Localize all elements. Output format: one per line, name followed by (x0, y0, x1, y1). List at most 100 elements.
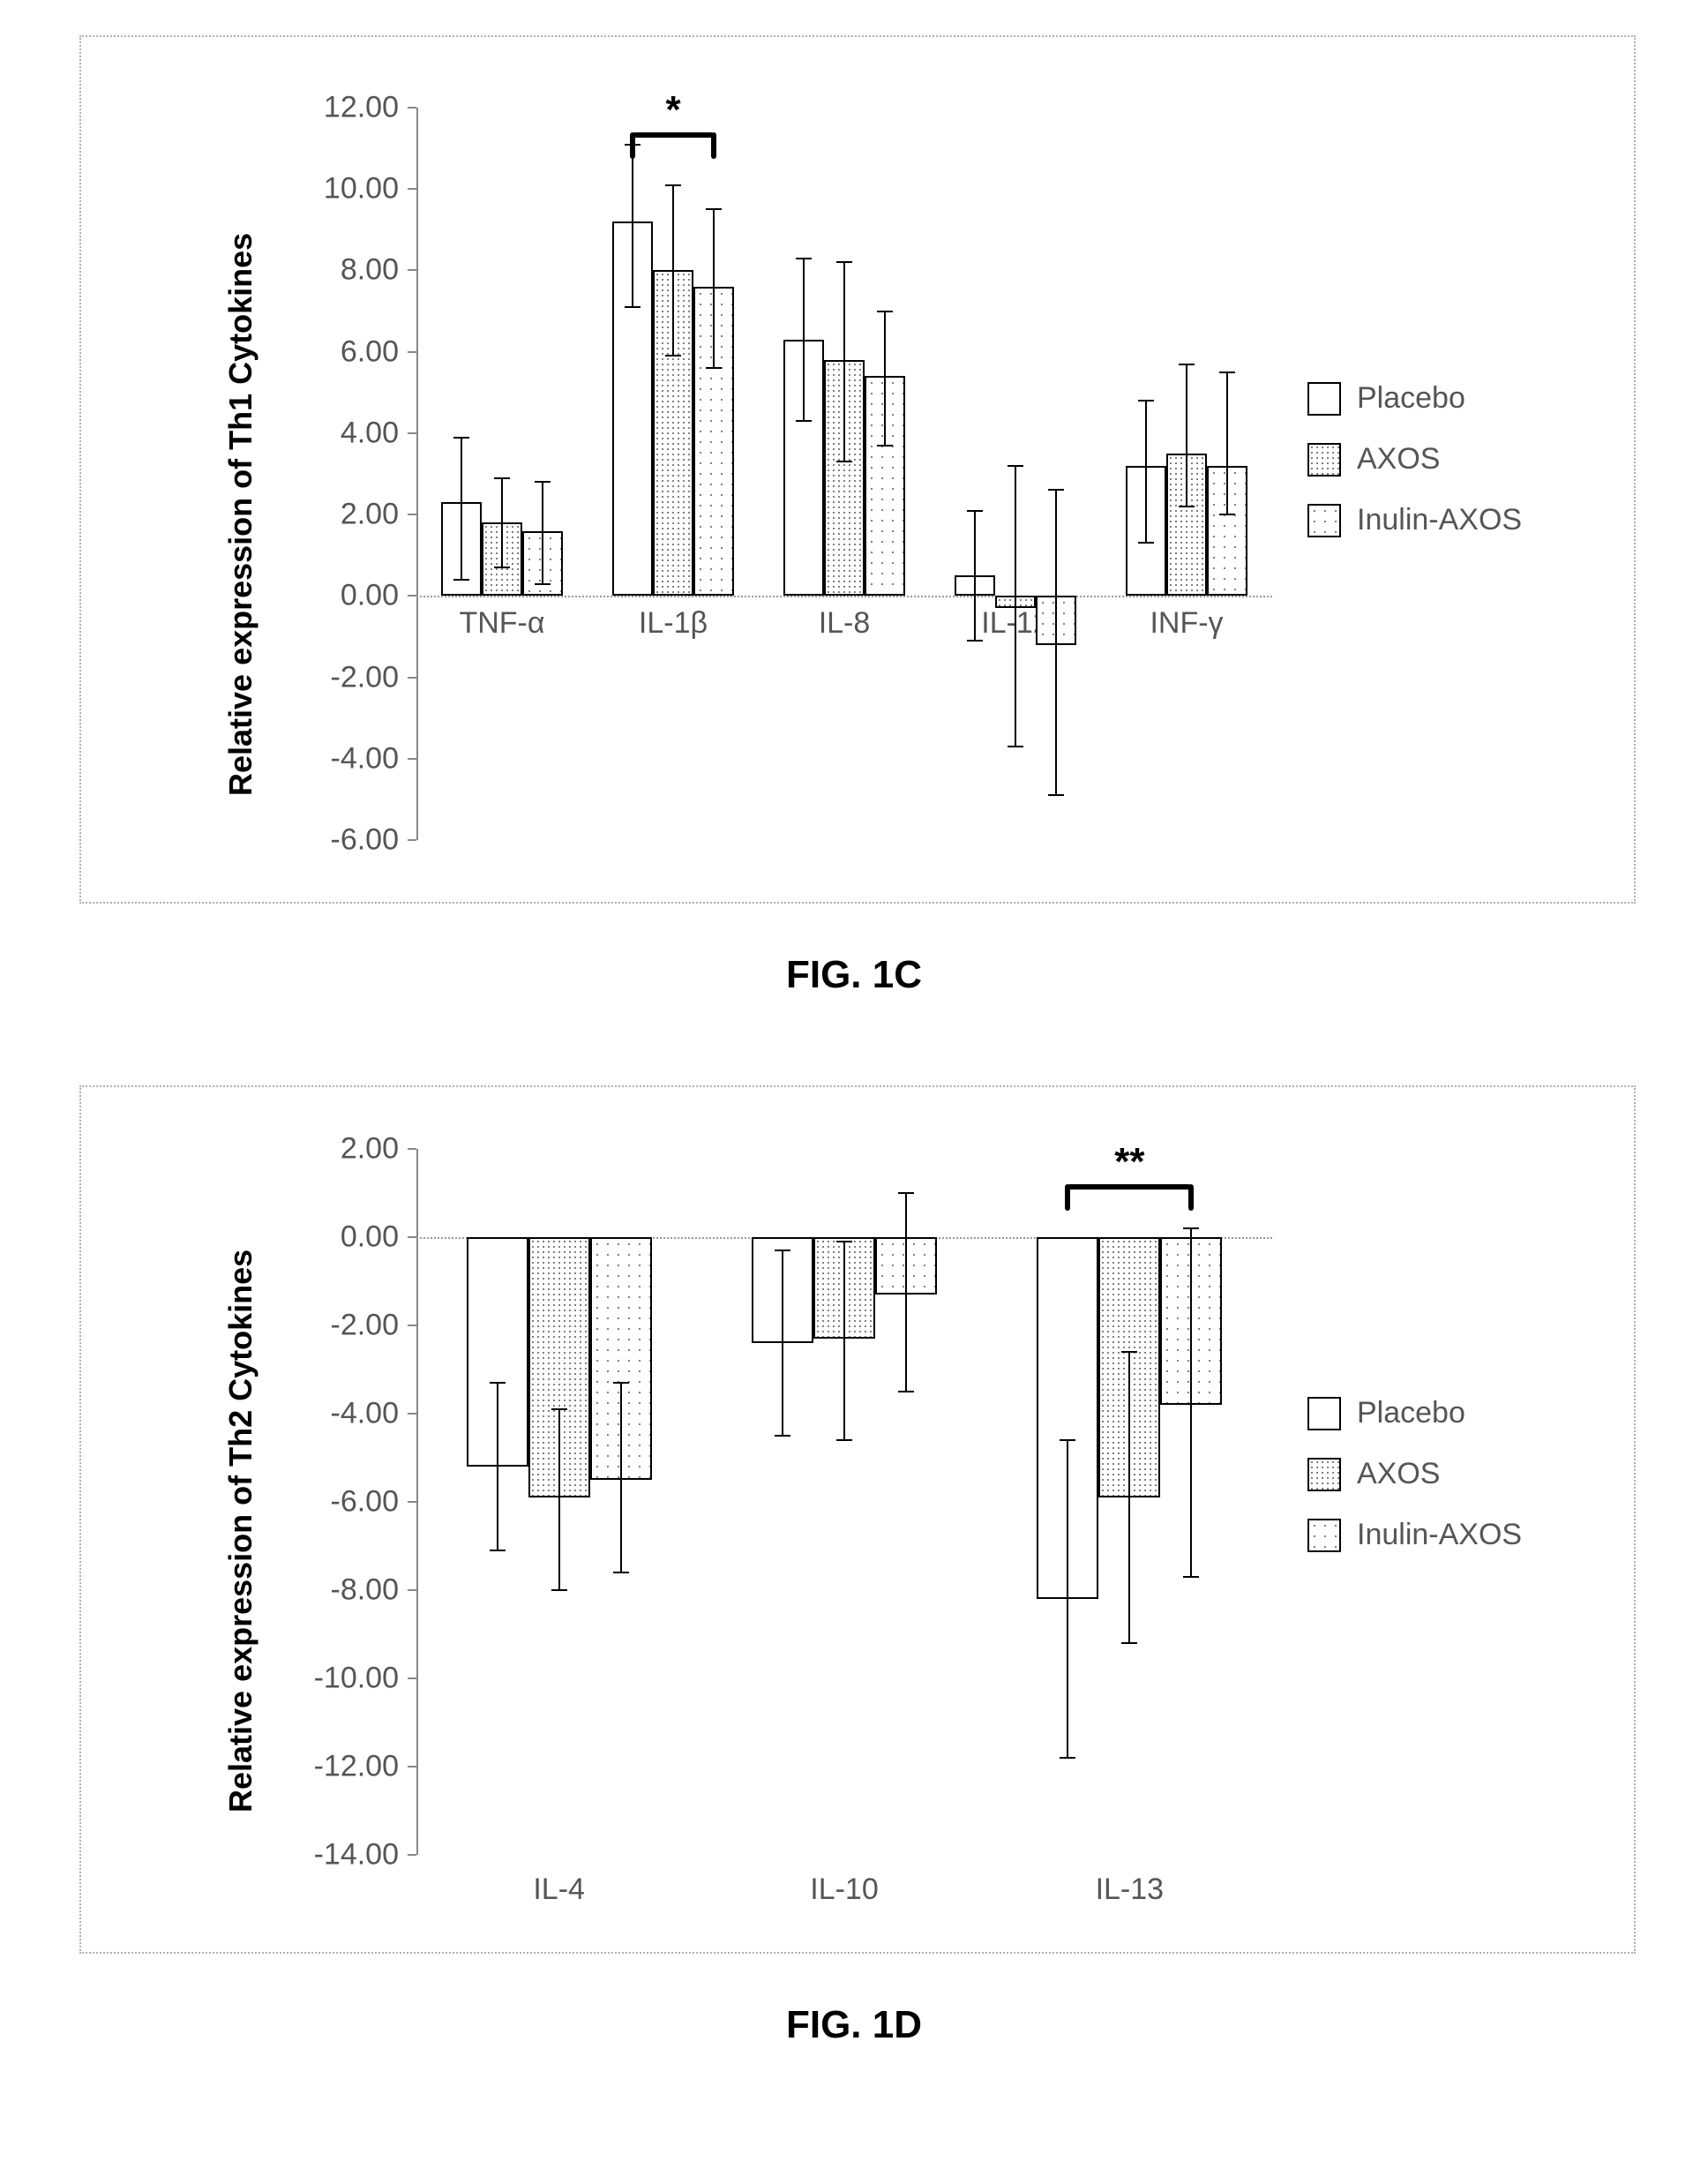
legend-swatch-icon (1307, 443, 1341, 477)
chart-1d-errorcap (898, 1391, 914, 1392)
legend-label: Inulin-AXOS (1357, 503, 1522, 537)
chart-1c-errorbar (672, 185, 674, 356)
chart-1d-ytick (408, 1148, 416, 1150)
chart-1c-ytick-label: 12.00 (302, 91, 399, 125)
chart-1c-errorcap (967, 640, 983, 642)
chart-1d-ytick (408, 1766, 416, 1767)
chart-1d-plot: -14.00-12.00-10.00-8.00-6.00-4.00-2.000.… (416, 1149, 1272, 1855)
chart-1c-errorcap (877, 311, 893, 312)
chart-1c-ytick-label: -2.00 (302, 660, 399, 694)
chart-1c-errorbar (501, 478, 503, 567)
chart-1d-xlabel: IL-10 (810, 1873, 879, 1907)
chart-1c-yaxis (416, 108, 418, 840)
chart-1d-errorbar (558, 1409, 560, 1590)
chart-1c-errorbar (1055, 490, 1057, 795)
chart-1c-errorbar (803, 259, 805, 421)
chart-1c-errorcap (1138, 400, 1154, 402)
chart-1c-ytick (408, 269, 416, 271)
chart-1c-errorcap (706, 367, 722, 369)
chart-1d-errorcap (1121, 1351, 1137, 1353)
chart-1c-legend-item: AXOS (1307, 442, 1522, 477)
chart-1d-xlabel: IL-4 (533, 1873, 585, 1907)
chart-1c-ytick (408, 758, 416, 760)
chart-1c-errorbar (1015, 466, 1016, 747)
chart-1d-errorcap (613, 1382, 629, 1384)
chart-1d-ytick (408, 1501, 416, 1503)
chart-1d-errorcap (1060, 1439, 1075, 1441)
legend-swatch-icon (1307, 1458, 1341, 1491)
chart-1c-ytick (408, 839, 416, 841)
chart-1d-ytick (408, 1325, 416, 1326)
chart-1c-ytick-label: 8.00 (302, 253, 399, 288)
chart-1d-xlabel: IL-13 (1096, 1873, 1165, 1907)
chart-1c-ytick-label: 0.00 (302, 579, 399, 613)
chart-1c-panel: -6.00-4.00-2.000.002.004.006.008.0010.00… (79, 35, 1636, 904)
chart-1d-errorbar (497, 1383, 498, 1550)
chart-1c-ytick (408, 107, 416, 109)
legend-swatch-icon (1307, 1397, 1341, 1430)
chart-1c-errorbar (461, 438, 462, 580)
chart-1c-errorcap (836, 461, 852, 462)
chart-1c-errorcap (877, 445, 893, 447)
chart-1d-ytick-label: -2.00 (302, 1309, 399, 1343)
chart-1d-ytick-label: -8.00 (302, 1573, 399, 1608)
chart-1c-caption: FIG. 1C (0, 953, 1708, 997)
chart-1d-errorcap (1060, 1757, 1075, 1759)
chart-1d-errorbar (620, 1383, 622, 1572)
chart-1d-errorcap (1183, 1227, 1199, 1229)
chart-1c-errorcap (494, 567, 510, 568)
chart-1c-errorcap (1048, 489, 1064, 491)
chart-1d-legend-item: Placebo (1307, 1396, 1522, 1430)
chart-1c-xlabel: INF-γ (1150, 606, 1223, 641)
chart-1c-errorcap (706, 208, 722, 210)
chart-1c-ytick (408, 188, 416, 190)
chart-1c-errorcap (625, 306, 640, 308)
chart-1c-xlabel: IL-1β (639, 606, 708, 641)
chart-1c-errorbar (1186, 364, 1187, 507)
chart-1d-ytick-label: -14.00 (302, 1838, 399, 1873)
chart-1d-ytick (408, 1854, 416, 1856)
chart-1c-plot: -6.00-4.00-2.000.002.004.006.008.0010.00… (416, 108, 1272, 840)
legend-swatch-icon (1307, 382, 1341, 416)
chart-1d-errorbar (1128, 1352, 1130, 1643)
chart-1d-yaxis (416, 1149, 418, 1855)
legend-label: AXOS (1357, 1457, 1440, 1491)
chart-1d-panel: -14.00-12.00-10.00-8.00-6.00-4.00-2.000.… (79, 1085, 1636, 1954)
chart-1d-errorcap (1121, 1642, 1137, 1644)
chart-1d-errorcap (613, 1572, 629, 1573)
chart-1c-legend-item: Placebo (1307, 381, 1522, 416)
chart-1c-legend: Placebo AXOS Inulin-AXOS (1307, 381, 1522, 564)
chart-1d-errorbar (843, 1242, 845, 1440)
chart-1c-ytick (408, 514, 416, 515)
chart-1c-errorcap (494, 477, 510, 479)
chart-1c-errorcap (1008, 746, 1023, 747)
legend-label: Placebo (1357, 381, 1465, 416)
chart-1c-legend-item: Inulin-AXOS (1307, 503, 1522, 537)
chart-1d-errorcap (551, 1589, 567, 1591)
chart-1c-ytick (408, 677, 416, 679)
chart-1d-caption: FIG. 1D (0, 2003, 1708, 2047)
chart-1c-errorcap (665, 355, 681, 356)
chart-1d-ytick-label: -4.00 (302, 1397, 399, 1431)
chart-1d-errorcap (898, 1192, 914, 1194)
chart-1c-errorbar (713, 209, 715, 368)
chart-1d-errorcap (836, 1241, 852, 1242)
chart-1c-errorcap (1179, 364, 1195, 365)
legend-label: AXOS (1357, 442, 1440, 477)
chart-1c-errorcap (1219, 372, 1235, 373)
chart-1d-errorcap (1183, 1576, 1199, 1578)
chart-1d-ytick (408, 1413, 416, 1415)
chart-1c-errorcap (967, 510, 983, 512)
chart-1c-errorcap (796, 258, 812, 259)
chart-1d-legend-item: AXOS (1307, 1457, 1522, 1491)
chart-1c-errorcap (1008, 465, 1023, 467)
chart-1c-errorcap (535, 583, 551, 585)
chart-1d-errorbar (1067, 1440, 1068, 1758)
chart-1c-sig-label: * (665, 88, 680, 132)
chart-1c-errorbar (1226, 372, 1228, 514)
chart-1c-errorcap (1048, 794, 1064, 796)
chart-1c-errorcap (453, 437, 469, 439)
chart-1c-errorbar (884, 311, 886, 446)
chart-1d-ytick-label: -6.00 (302, 1485, 399, 1520)
chart-1c-errorcap (453, 579, 469, 581)
